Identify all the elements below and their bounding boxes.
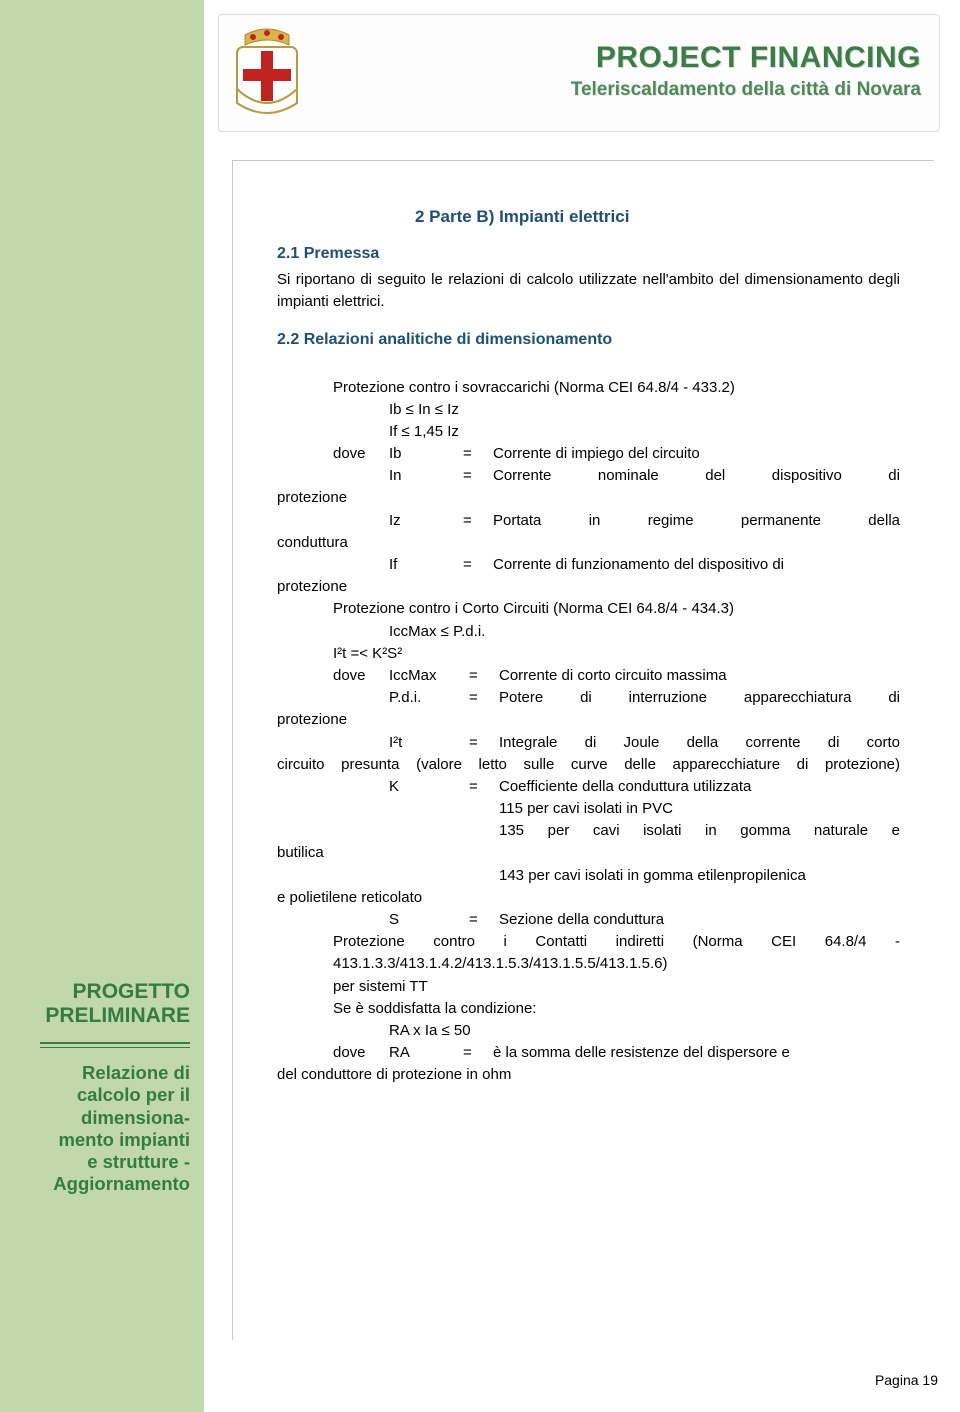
def-lead [333,510,389,532]
sidebar-sub-5: e strutture - [0,1151,190,1173]
k-cont-butilica: butilica [277,842,900,864]
def-equals: = [469,665,499,687]
crest-icon [231,27,303,119]
def-lead [333,554,389,576]
def-symbol: P.d.i. [389,687,469,709]
premessa-body: Si riportano di seguito le relazioni di … [277,269,900,313]
sidebar-sub-1: Relazione di [0,1062,190,1084]
rel-i2t: I²t =< K²S² [277,643,900,665]
def-text: Sezione della conduttura [499,909,900,931]
k-cont-polietilene: e polietilene reticolato [277,887,900,909]
def-row: I²t=Integrale di Joule della corrente di… [277,732,900,754]
def-symbol: Iz [389,510,463,532]
def-lead [333,465,389,487]
def-row: In=Corrente nominale del dispositivo di [277,465,900,487]
def-text: Coefficiente della conduttura utilizzata [499,776,900,798]
def-symbol: K [389,776,469,798]
def-text: Corrente di impiego del circuito [493,443,900,465]
section-2-title: 2 Parte B) Impianti elettrici [415,207,900,227]
defs-434-a: doveIccMax=Corrente di corto circuito ma… [277,665,900,754]
def-symbol: If [389,554,463,576]
rel-if: If ≤ 1,45 Iz [277,421,900,443]
k-value-line: 135 per cavi isolati in gomma naturale e [277,820,900,842]
section-2-2-title: 2.2 Relazioni analitiche di dimensioname… [277,331,900,349]
rel-ib-in-iz: Ib ≤ In ≤ Iz [277,399,900,421]
def-text: Portata in regime permanente della [493,510,900,532]
def-text: Potere di interruzione apparecchiatura d… [499,687,900,709]
def-text: Integrale di Joule della corrente di cor… [499,732,900,754]
def-row: doveIb=Corrente di impiego del circuito [277,443,900,465]
defs-434-s: S=Sezione della conduttura [277,909,900,931]
norm-413-text: Protezione contro i Contatti indiretti (… [333,933,900,972]
def-symbol: In [389,465,463,487]
def-text: Corrente di funzionamento del dispositiv… [493,554,900,576]
norm-413-title: Protezione contro i Contatti indiretti (… [277,931,900,975]
condition-line: Se è soddisfatta la condizione: [277,998,900,1020]
k-values: 115 per cavi isolati in PVC135 per cavi … [277,798,900,842]
page-number: Pagina 19 [875,1372,938,1388]
def-symbol: RA [389,1042,463,1064]
header-subtitle: Teleriscaldamento della città di Novara [571,79,921,101]
def-text: Corrente nominale del dispositivo di [493,465,900,487]
def-row: P.d.i.=Potere di interruzione apparecchi… [277,687,900,709]
tt-line: per sistemi TT [277,976,900,998]
def-equals: = [469,909,499,931]
def-equals: = [463,443,493,465]
def-equals: = [463,554,493,576]
def-lead: dove [333,443,389,465]
def-equals: = [463,510,493,532]
header-box: PROJECT FINANCING Teleriscaldamento dell… [218,14,940,132]
def-row: S=Sezione della conduttura [277,909,900,931]
def-row: Iz=Portata in regime permanente della [277,510,900,532]
defs-434-k: K=Coefficiente della conduttura utilizza… [277,776,900,798]
defs-ra: doveRA=è la somma delle resistenze del d… [277,1042,900,1064]
def-equals: = [463,1042,493,1064]
def-row: If=Corrente di funzionamento del disposi… [277,554,900,576]
def-row: doveRA=è la somma delle resistenze del d… [277,1042,900,1064]
def-lead [333,909,389,931]
ra-relation: RA x Ia ≤ 50 [277,1020,900,1042]
def-continuation: protezione [277,709,900,731]
sidebar-sub-2: calcolo per il [0,1084,190,1106]
k-line-143: 143 per cavi isolati in gomma etilenprop… [277,865,900,887]
sidebar-sub-6: Aggiornamento [0,1173,190,1195]
sidebar-title-2: PRELIMINARE [0,1004,190,1028]
k-value-line: 115 per cavi isolati in PVC [277,798,900,820]
header-title: PROJECT FINANCING [571,41,921,75]
def-lead: dove [333,1042,389,1064]
def-symbol: Ib [389,443,463,465]
sidebar-title-1: PROGETTO [0,980,190,1004]
sidebar: PROGETTO PRELIMINARE Relazione di calcol… [0,0,204,1412]
def-equals: = [463,465,493,487]
def-equals: = [469,776,499,798]
def-lead [333,732,389,754]
def-lead: dove [333,665,389,687]
def-lead [333,776,389,798]
def-equals: = [469,687,499,709]
def-row: doveIccMax=Corrente di corto circuito ma… [277,665,900,687]
norm-433-title: Protezione contro i sovraccarichi (Norma… [277,377,900,399]
def-symbol: I²t [389,732,469,754]
section-2-1-title: 2.1 Premessa [277,245,900,263]
i2t-continuation: circuito presunta (valore letto sulle cu… [277,754,900,776]
def-continuation: conduttura [277,532,900,554]
norm-434-title: Protezione contro i Corto Circuiti (Norm… [277,598,900,620]
def-continuation: protezione [277,576,900,598]
defs-433: doveIb=Corrente di impiego del circuitoI… [277,443,900,598]
def-text: è la somma delle resistenze del disperso… [493,1042,900,1064]
def-text: Corrente di corto circuito massima [499,665,900,687]
def-lead [333,687,389,709]
content-frame: 2 Parte B) Impianti elettrici 2.1 Premes… [232,160,934,1340]
def-continuation: protezione [277,487,900,509]
rel-iccmax: IccMax ≤ P.d.i. [277,621,900,643]
def-symbol: IccMax [389,665,469,687]
sidebar-separator [40,1042,190,1048]
sidebar-sub-3: dimensiona- [0,1107,190,1129]
def-equals: = [469,732,499,754]
def-row: K=Coefficiente della conduttura utilizza… [277,776,900,798]
sidebar-sub-4: mento impianti [0,1129,190,1151]
ra-continuation: del conduttore di protezione in ohm [277,1064,900,1086]
def-symbol: S [389,909,469,931]
